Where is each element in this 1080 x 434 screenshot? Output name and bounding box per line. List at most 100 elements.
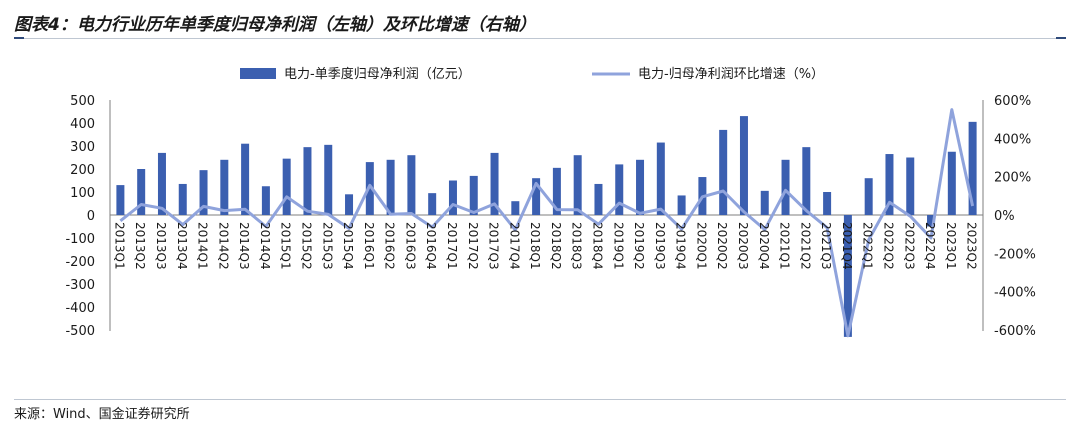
bar [823, 192, 832, 215]
x-tick-label: 2016Q1 [362, 222, 376, 270]
x-tick-label: 2019Q2 [632, 222, 646, 270]
bar [137, 169, 146, 215]
x-tick-label: 2015Q1 [279, 222, 293, 270]
x-tick-label: 2013Q2 [133, 222, 147, 270]
x-tick-label: 2013Q4 [175, 222, 189, 270]
x-tick-label: 2017Q3 [487, 222, 501, 270]
left-tick-label: 200 [70, 163, 95, 178]
bar [511, 201, 520, 215]
bar [906, 157, 915, 215]
legend-bar-label: 电力-单季度归母净利润（亿元） [284, 66, 471, 82]
x-tick-label: 2014Q1 [196, 222, 210, 270]
right-tick-label: 200% [994, 171, 1031, 186]
x-tick-label: 2018Q4 [590, 222, 604, 270]
bar [594, 183, 603, 215]
x-axis-labels: 2013Q1 2013Q2 2013Q3 2013Q4 2014Q1 2014Q2 2014… [112, 222, 978, 270]
left-tick-label: -300 [65, 278, 95, 293]
x-tick-label: 2016Q3 [403, 222, 417, 270]
bar [532, 178, 541, 215]
page-title: 图表4：电力行业历年单季度归母净利润（左轴）及环比增速（右轴） [14, 15, 536, 35]
bar [802, 147, 811, 215]
x-tick-label: 2020Q3 [736, 222, 750, 270]
bar [282, 158, 291, 215]
legend-bar-swatch [240, 68, 276, 79]
left-tick-label: -500 [65, 324, 95, 339]
x-tick-label: 2020Q4 [757, 222, 771, 270]
x-tick-label: 2023Q1 [944, 222, 958, 270]
x-tick-label: 2022Q3 [902, 222, 916, 270]
bar [864, 178, 873, 215]
x-tick-label: 2017Q4 [507, 222, 521, 270]
x-tick-label: 2021Q1 [778, 222, 792, 270]
x-tick-label: 2022Q1 [861, 222, 875, 270]
x-tick-label: 2019Q1 [611, 222, 625, 270]
source-divider [14, 399, 1066, 400]
bar [220, 159, 229, 215]
x-tick-label: 2016Q2 [383, 222, 397, 270]
left-tick-label: -400 [65, 301, 95, 316]
x-tick-label: 2013Q1 [112, 222, 126, 270]
x-tick-label: 2022Q4 [923, 222, 937, 270]
x-tick-label: 2022Q2 [881, 222, 895, 270]
right-tick-label: 0% [994, 209, 1015, 224]
title-divider [14, 38, 1066, 39]
bar [116, 185, 125, 215]
right-tick-label: 400% [994, 132, 1031, 147]
left-tick-label: -200 [65, 255, 95, 270]
bar [636, 159, 645, 215]
bar [947, 151, 956, 215]
source-note: 来源：Wind、国金证券研究所 [14, 407, 190, 422]
x-tick-label: 2015Q3 [320, 222, 334, 270]
bar [428, 193, 437, 215]
x-tick-label: 2018Q3 [570, 222, 584, 270]
line-series [119, 108, 975, 338]
x-tick-label: 2015Q2 [299, 222, 313, 270]
right-tick-label: 600% [994, 94, 1031, 109]
x-tick-label: 2023Q2 [965, 222, 979, 270]
x-tick-label: 2018Q1 [528, 222, 542, 270]
bar [345, 194, 354, 215]
x-tick-label: 2018Q2 [549, 222, 563, 270]
bar [241, 143, 250, 215]
right-tick-label: -600% [994, 324, 1036, 339]
legend: 电力-单季度归母净利润（亿元） 电力-归母净利润环比增速（%） [240, 66, 824, 82]
x-tick-label: 2020Q1 [694, 222, 708, 270]
x-tick-label: 2021Q2 [798, 222, 812, 270]
bar [324, 144, 333, 215]
x-tick-label: 2017Q2 [466, 222, 480, 270]
left-tick-label: 100 [70, 186, 95, 201]
left-tick-label: 0 [87, 209, 95, 224]
bar [490, 152, 499, 215]
left-tick-label: 300 [70, 140, 95, 155]
bar [615, 164, 624, 215]
x-tick-label: 2013Q3 [154, 222, 168, 270]
left-axis-ticks: 500 400 300 200 100 0 -100 -200 -300 -400 -500 [65, 94, 95, 339]
bar [573, 155, 582, 215]
bar [677, 195, 686, 215]
x-tick-label: 2019Q4 [674, 222, 688, 270]
x-tick-label: 2014Q4 [258, 222, 272, 270]
x-tick-label: 2021Q3 [819, 222, 833, 270]
growth-line [119, 108, 975, 338]
left-tick-label: 500 [70, 94, 95, 109]
right-tick-label: -400% [994, 286, 1036, 301]
bar [157, 152, 166, 215]
bar [261, 186, 270, 215]
bar [303, 147, 312, 215]
bar-series [116, 116, 977, 337]
x-tick-label: 2020Q2 [715, 222, 729, 270]
bar [719, 129, 728, 215]
bar [178, 183, 187, 215]
x-tick-label: 2019Q3 [653, 222, 667, 270]
bar [760, 190, 769, 215]
x-tick-label: 2016Q4 [424, 222, 438, 270]
bar [386, 159, 395, 215]
x-tick-label: 2017Q1 [445, 222, 459, 270]
x-tick-label: 2014Q2 [216, 222, 230, 270]
divider-cap-left [14, 37, 24, 39]
left-tick-label: -100 [65, 232, 95, 247]
bar [781, 159, 790, 215]
right-tick-label: -200% [994, 247, 1036, 262]
bar [448, 180, 457, 215]
